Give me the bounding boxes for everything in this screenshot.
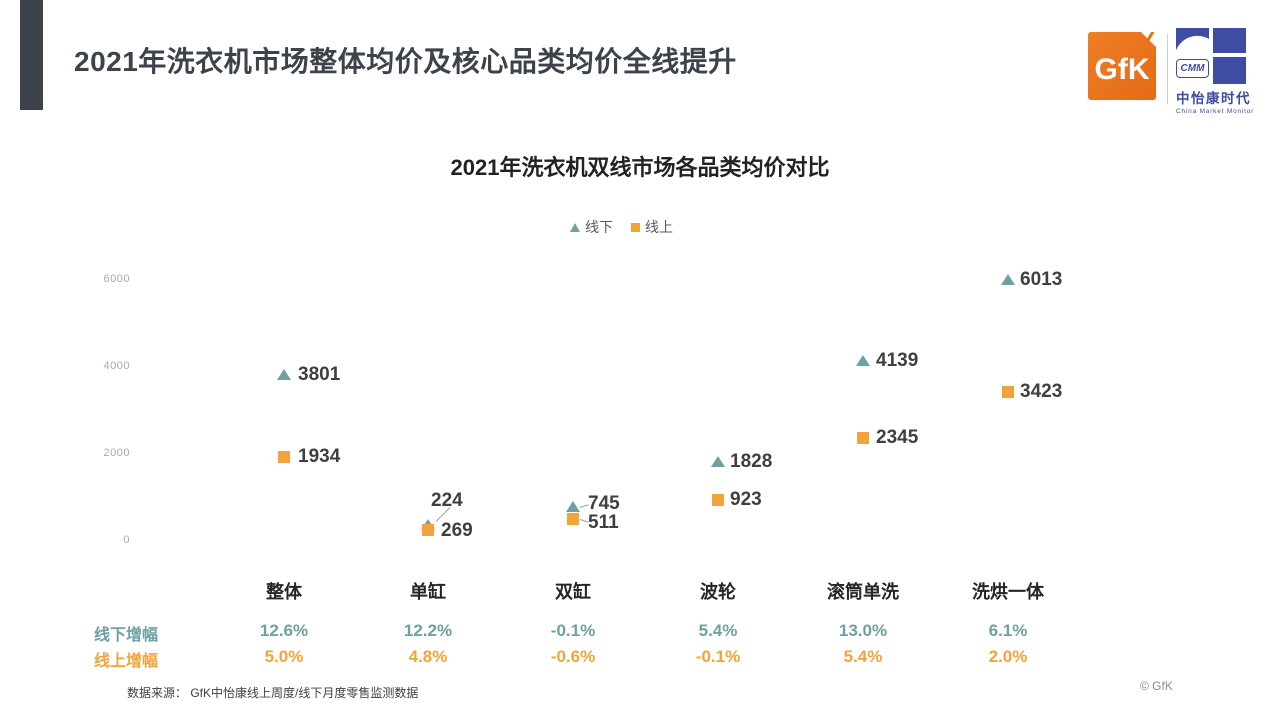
online-marker-front-load (857, 432, 869, 444)
category-label-pulsator: 波轮 (700, 582, 736, 602)
growth-row-label-online: 线上增幅 (94, 653, 159, 670)
online-growth-twin-tub: -0.6% (550, 647, 596, 666)
offline-marker-overall (277, 369, 291, 380)
growth-row-label-offline: 线下增幅 (94, 627, 159, 644)
offline-value-single-tub: 224 (431, 490, 463, 511)
logo-divider (1167, 34, 1168, 104)
online-value-washer-dryer: 3423 (1020, 381, 1063, 402)
square-marker-icon (631, 222, 640, 232)
cmm-logo-mark: CMM (1176, 28, 1246, 84)
page-title: 2021年洗衣机市场整体均价及核心品类均价全线提升 (74, 46, 737, 77)
offline-marker-front-load (856, 355, 870, 366)
category-label-single-tub: 单缸 (410, 582, 446, 602)
online-value-pulsator: 923 (730, 489, 762, 510)
offline-growth-twin-tub: -0.1% (550, 621, 596, 640)
offline-growth-overall: 12.6% (259, 621, 309, 640)
chart-legend: 线下 线上 (570, 217, 673, 237)
y-tick-2000: 2000 (103, 447, 130, 459)
online-growth-pulsator: -0.1% (695, 647, 741, 666)
cmm-tile-swoosh (1176, 28, 1209, 53)
cmm-acronym-box: CMM (1176, 59, 1209, 78)
online-growth-washer-dryer: 2.0% (988, 647, 1028, 666)
online-value-single-tub: 269 (441, 520, 473, 541)
legend-label-online: 线上 (645, 219, 673, 235)
cmm-subtitle: China Market Monitor (1176, 108, 1255, 115)
offline-growth-front-load: 13.0% (838, 621, 888, 640)
offline-marker-washer-dryer (1001, 274, 1015, 285)
offline-growth-pulsator: 5.4% (698, 621, 738, 640)
online-growth-front-load: 5.4% (843, 647, 883, 666)
cmm-tile-bottom-right (1213, 57, 1246, 84)
y-tick-0: 0 (123, 534, 130, 546)
online-growth-overall: 5.0% (264, 647, 304, 666)
online-growth-single-tub: 4.8% (408, 647, 448, 666)
offline-value-twin-tub: 745 (588, 493, 620, 514)
legend-entry-online: 线上 (631, 217, 673, 237)
online-value-overall: 1934 (298, 446, 341, 467)
online-value-front-load: 2345 (876, 427, 919, 448)
offline-value-front-load: 4139 (876, 350, 919, 371)
data-source-note: 数据来源： GfK中怡康线上周度/线下月度零售监测数据 (127, 686, 419, 700)
gfk-logo-text: GfK (1094, 53, 1150, 86)
legend-label-offline: 线下 (585, 219, 613, 235)
offline-value-overall: 3801 (298, 364, 341, 385)
offline-growth-single-tub: 12.2% (403, 621, 453, 640)
online-marker-twin-tub (567, 513, 579, 525)
online-marker-single-tub (422, 524, 434, 536)
chart-title: 2021年洗衣机双线市场各品类均价对比 (450, 155, 830, 180)
offline-value-washer-dryer: 6013 (1020, 269, 1063, 290)
category-label-front-load: 滚筒单洗 (827, 582, 899, 602)
y-tick-6000: 6000 (103, 273, 130, 285)
offline-value-pulsator: 1828 (730, 451, 773, 472)
cmm-acronym: CMM (1180, 63, 1205, 74)
category-label-overall: 整体 (266, 582, 302, 602)
legend-entry-offline: 线下 (570, 217, 613, 237)
offline-marker-twin-tub (566, 501, 580, 512)
cmm-logo: CMM 中怡康时代 China Market Monitor (1176, 28, 1255, 115)
accent-bar (20, 0, 43, 110)
copyright: © GfK (1140, 679, 1173, 693)
cmm-name: 中怡康时代 (1176, 91, 1251, 106)
category-label-washer-dryer: 洗烘一体 (972, 582, 1044, 602)
offline-marker-pulsator (711, 456, 725, 467)
cmm-swoosh-shape (1176, 30, 1209, 53)
gfk-logo: GfK (1088, 32, 1156, 100)
online-value-twin-tub: 511 (588, 512, 619, 533)
online-marker-overall (278, 451, 290, 463)
y-tick-4000: 4000 (103, 360, 130, 372)
online-marker-pulsator (712, 494, 724, 506)
offline-growth-washer-dryer: 6.1% (988, 621, 1028, 640)
cmm-tile-top-right (1213, 28, 1246, 53)
category-label-twin-tub: 双缸 (555, 582, 591, 602)
triangle-marker-icon (570, 222, 580, 232)
online-marker-washer-dryer (1002, 386, 1014, 398)
